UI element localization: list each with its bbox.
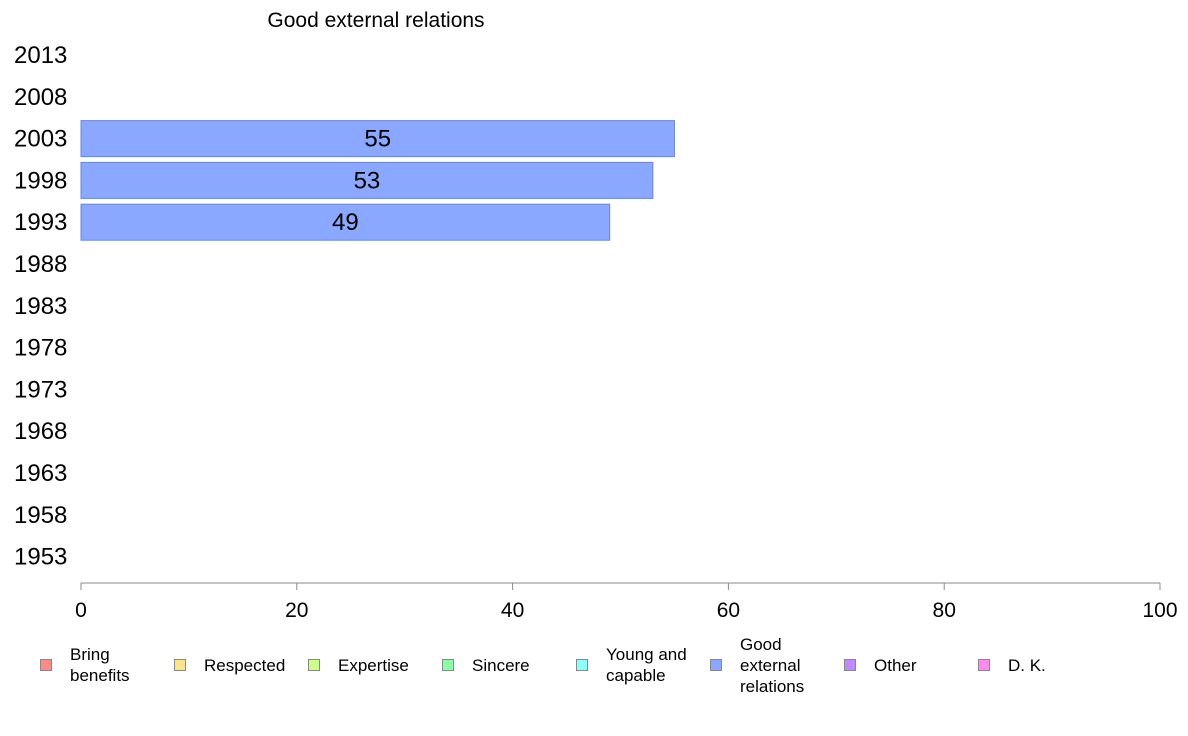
legend-item: Respected (174, 630, 285, 700)
y-tick-label: 1988 (14, 251, 67, 278)
legend-swatch (710, 659, 722, 671)
y-tick-label: 2008 (14, 84, 67, 111)
legend-label: D. K. (1008, 655, 1046, 675)
legend-label: Good external relations (740, 634, 805, 696)
legend-item: Bring benefits (40, 630, 130, 700)
bar (80, 203, 611, 241)
x-tick-label: 20 (285, 599, 308, 622)
y-tick-label: 1978 (14, 335, 67, 362)
legend-item: D. K. (978, 630, 1046, 700)
legend-label: Sincere (472, 655, 530, 675)
y-tick-label: 1983 (14, 293, 67, 320)
y-tick-label: 1993 (14, 209, 67, 236)
legend-label: Expertise (338, 655, 409, 675)
x-tick-label: 100 (1142, 599, 1177, 622)
x-tick-label: 60 (717, 599, 740, 622)
legend-item: Good external relations (710, 630, 804, 700)
y-tick-label: 1953 (14, 544, 67, 571)
x-axis: 0 20 40 60 80 100 (75, 582, 1178, 622)
legend-item: Sincere (442, 630, 530, 700)
legend-swatch (40, 659, 52, 671)
legend-swatch (576, 659, 588, 671)
legend-swatch (308, 659, 320, 671)
y-tick-label: 2013 (14, 42, 67, 69)
y-tick-label: 1998 (14, 167, 67, 194)
legend-label: Bring benefits (70, 645, 130, 685)
y-tick-label: 1973 (14, 376, 67, 403)
x-tick-label: 80 (933, 599, 956, 622)
legend-swatch (978, 659, 990, 671)
chart-title: Good external relations (267, 9, 484, 32)
bar (80, 161, 654, 199)
legend-item: Expertise (308, 630, 409, 700)
bars: 55 53 49 (80, 120, 675, 241)
bar-value-label: 53 (354, 167, 381, 194)
legend-label: Respected (204, 655, 286, 675)
bar-value-label: 55 (364, 126, 391, 153)
legend-item: Young and capable (576, 630, 687, 700)
bar-chart: Good external relations 2013 2008 2003 1998… (14, 9, 1178, 622)
y-tick-label: 1968 (14, 418, 67, 445)
legend-label: Young and capable (606, 645, 687, 685)
legend: Bring benefits Respected Expertise Sincere Y… (0, 630, 1188, 710)
y-tick-label: 2003 (14, 126, 67, 153)
y-axis-labels: 2013 2008 2003 1998 1993 1988 1983 1978 1973 1968… (14, 42, 67, 571)
legend-swatch (174, 659, 186, 671)
x-tick-label: 0 (75, 599, 87, 622)
legend-swatch (442, 659, 454, 671)
x-tick-label: 40 (501, 599, 524, 622)
bar-value-label: 49 (332, 209, 359, 236)
y-tick-label: 1958 (14, 502, 67, 529)
legend-swatch (844, 659, 856, 671)
legend-item: Other (844, 630, 917, 700)
bar (80, 120, 675, 158)
y-tick-label: 1963 (14, 460, 67, 487)
legend-label: Other (874, 655, 917, 675)
